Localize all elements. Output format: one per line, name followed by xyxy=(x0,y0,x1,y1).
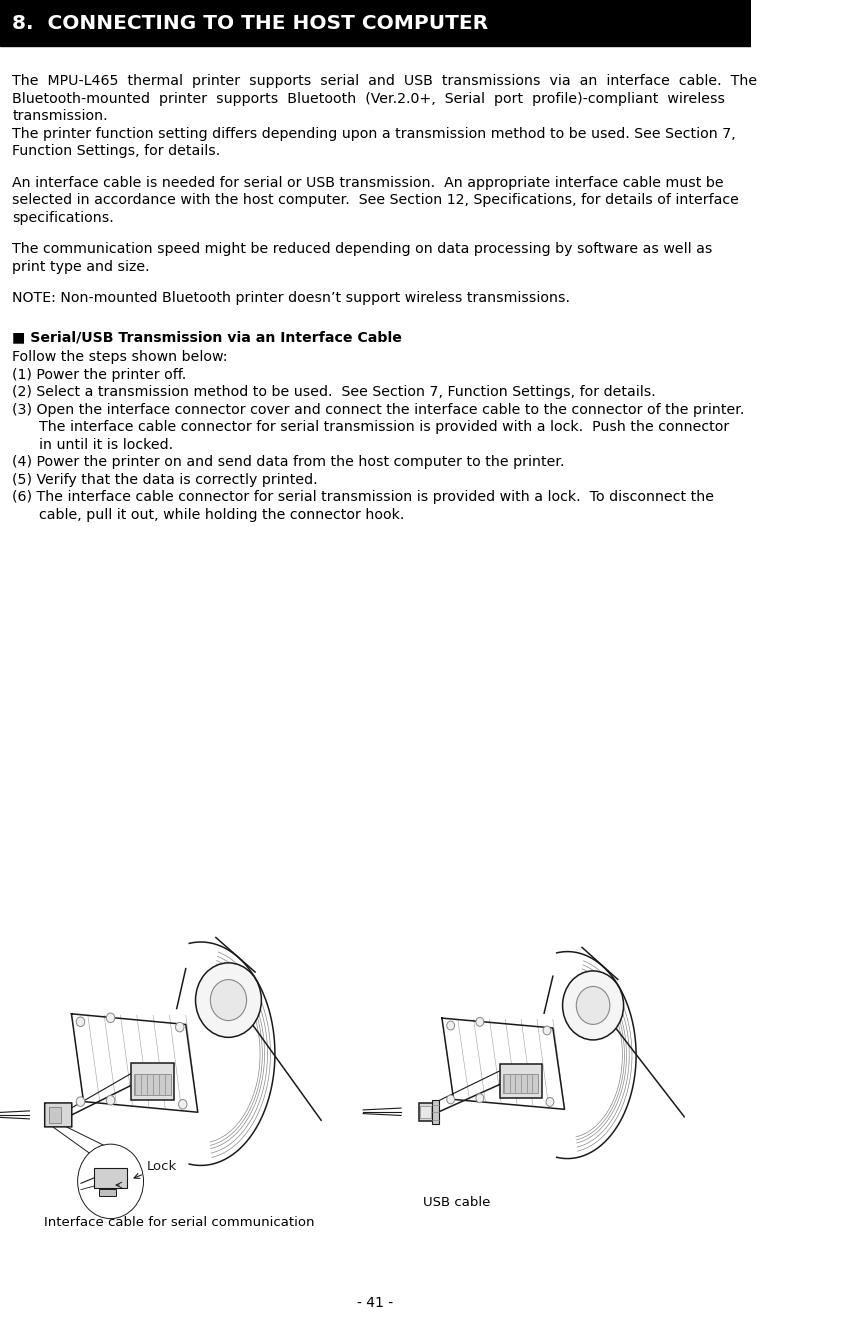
Text: (3) Open the interface connector cover and connect the interface cable to the co: (3) Open the interface connector cover a… xyxy=(13,402,745,417)
Text: - 41 -: - 41 - xyxy=(357,1296,393,1309)
Bar xyxy=(99,1189,115,1197)
Circle shape xyxy=(447,1096,454,1104)
Circle shape xyxy=(576,987,610,1024)
Circle shape xyxy=(176,1023,184,1032)
Text: 8.  CONNECTING TO THE HOST COMPUTER: 8. CONNECTING TO THE HOST COMPUTER xyxy=(13,13,488,32)
Text: (1) Power the printer off.: (1) Power the printer off. xyxy=(13,368,187,381)
Circle shape xyxy=(543,1027,551,1035)
Text: Bluetooth-mounted  printer  supports  Bluetooth  (Ver.2.0+,  Serial  port  profi: Bluetooth-mounted printer supports Bluet… xyxy=(13,92,725,105)
Text: selected in accordance with the host computer.  See Section 12, Specifications, : selected in accordance with the host com… xyxy=(13,193,739,207)
Text: The printer function setting differs depending upon a transmission method to be : The printer function setting differs dep… xyxy=(13,126,736,141)
FancyBboxPatch shape xyxy=(45,1104,72,1127)
Bar xyxy=(134,1074,171,1094)
Circle shape xyxy=(76,1097,85,1106)
Text: The  MPU-L465  thermal  printer  supports  serial  and  USB  transmissions  via : The MPU-L465 thermal printer supports se… xyxy=(13,74,757,88)
Bar xyxy=(419,1102,433,1121)
Circle shape xyxy=(476,1017,484,1027)
Text: print type and size.: print type and size. xyxy=(13,259,150,274)
Circle shape xyxy=(211,980,246,1021)
Text: Interface cable for serial communication: Interface cable for serial communication xyxy=(44,1216,315,1228)
Circle shape xyxy=(563,971,624,1040)
Text: (5) Verify that the data is correctly printed.: (5) Verify that the data is correctly pr… xyxy=(13,473,318,486)
Text: specifications.: specifications. xyxy=(13,211,114,224)
Text: USB cable: USB cable xyxy=(423,1197,490,1208)
Circle shape xyxy=(106,1096,115,1105)
Circle shape xyxy=(476,1094,484,1102)
Bar xyxy=(499,1064,542,1098)
Bar xyxy=(432,1100,439,1123)
Text: transmission.: transmission. xyxy=(13,109,108,124)
Bar xyxy=(419,1106,430,1118)
Circle shape xyxy=(195,963,261,1037)
Text: NOTE: Non-mounted Bluetooth printer doesn’t support wireless transmissions.: NOTE: Non-mounted Bluetooth printer does… xyxy=(13,291,571,305)
Text: (4) Power the printer on and send data from the host computer to the printer.: (4) Power the printer on and send data f… xyxy=(13,456,565,469)
Circle shape xyxy=(178,1100,187,1109)
Circle shape xyxy=(106,1013,115,1023)
Text: Lock: Lock xyxy=(134,1159,177,1178)
Text: ■ Serial/USB Transmission via an Interface Cable: ■ Serial/USB Transmission via an Interfa… xyxy=(13,331,402,344)
Text: An interface cable is needed for serial or USB transmission.  An appropriate int: An interface cable is needed for serial … xyxy=(13,175,724,190)
Text: in until it is locked.: in until it is locked. xyxy=(13,437,173,452)
Circle shape xyxy=(77,1145,143,1219)
Bar xyxy=(94,1167,127,1189)
Bar xyxy=(503,1074,538,1093)
Bar xyxy=(0,0,751,46)
Text: The communication speed might be reduced depending on data processing by softwar: The communication speed might be reduced… xyxy=(13,242,713,256)
Bar xyxy=(131,1062,174,1101)
Text: (2) Select a transmission method to be used.  See Section 7, Function Settings, : (2) Select a transmission method to be u… xyxy=(13,385,656,398)
Bar xyxy=(48,1106,61,1123)
Text: (6) The interface cable connector for serial transmission is provided with a loc: (6) The interface cable connector for se… xyxy=(13,490,714,505)
Text: cable, pull it out, while holding the connector hook.: cable, pull it out, while holding the co… xyxy=(13,507,405,522)
Circle shape xyxy=(76,1017,85,1027)
Circle shape xyxy=(447,1021,454,1031)
Text: The interface cable connector for serial transmission is provided with a lock.  : The interface cable connector for serial… xyxy=(13,420,729,434)
Text: Follow the steps shown below:: Follow the steps shown below: xyxy=(13,351,228,364)
Text: Function Settings, for details.: Function Settings, for details. xyxy=(13,143,221,158)
Circle shape xyxy=(546,1097,554,1106)
